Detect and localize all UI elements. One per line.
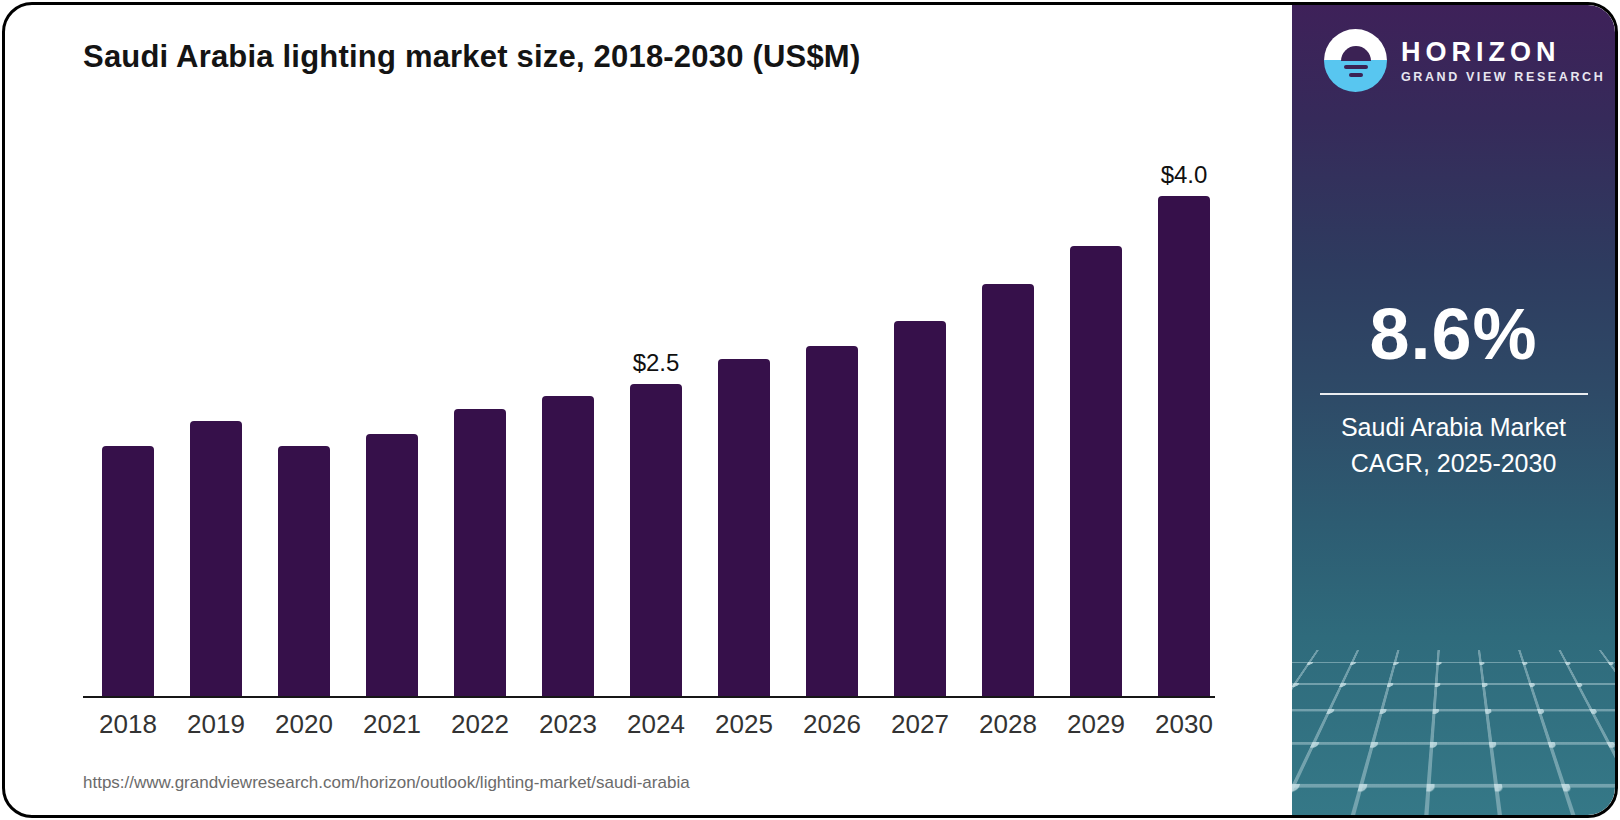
bar-2023 [542,396,594,696]
x-tick-label-2030: 2030 [1155,709,1213,740]
bar-2027 [894,321,946,696]
stat-divider [1320,393,1588,395]
bar-group-2026: 2026 [806,146,858,696]
logo-sun-dome [1341,46,1371,61]
cagr-label-line1: Saudi Arabia Market [1292,409,1615,445]
brand-name: HORIZON [1401,37,1605,67]
bar-chart-plot: 2018 2019 2020 2021 2022 2023 $2.52024 2025 2026… [102,146,1210,696]
bar-2030 [1158,196,1210,696]
x-tick-label-2024: 2024 [627,709,685,740]
bar-group-2027: 2027 [894,146,946,696]
x-tick-label-2028: 2028 [979,709,1037,740]
bar-group-2018: 2018 [102,146,154,696]
bar-group-2029: 2029 [1070,146,1122,696]
x-tick-label-2020: 2020 [275,709,333,740]
brand-text-block: HORIZON GRAND VIEW RESEARCH [1401,37,1605,84]
bar-group-2025: 2025 [718,146,770,696]
chart-title: Saudi Arabia lighting market size, 2018-… [83,39,860,75]
bar-group-2023: 2023 [542,146,594,696]
cagr-value: 8.6% [1292,293,1615,375]
bar-group-2030: $4.02030 [1158,146,1210,696]
bar-group-2021: 2021 [366,146,418,696]
cagr-label: Saudi Arabia Market CAGR, 2025-2030 [1292,409,1615,481]
brand-header: HORIZON GRAND VIEW RESEARCH [1324,29,1605,92]
x-tick-label-2022: 2022 [451,709,509,740]
x-tick-label-2027: 2027 [891,709,949,740]
bar-2025 [718,359,770,697]
x-tick-label-2021: 2021 [363,709,421,740]
x-tick-label-2025: 2025 [715,709,773,740]
horizon-sunset-logo-icon [1324,29,1387,92]
x-tick-label-2029: 2029 [1067,709,1125,740]
bar-2019 [190,421,242,696]
brand-subtitle: GRAND VIEW RESEARCH [1401,70,1605,84]
bar-2022 [454,409,506,697]
bar-group-2019: 2019 [190,146,242,696]
x-axis-line [83,696,1215,698]
bar-2021 [366,434,418,697]
bar-2029 [1070,246,1122,696]
bar-2026 [806,346,858,696]
logo-reflection-line [1344,65,1368,69]
x-tick-label-2018: 2018 [99,709,157,740]
x-tick-label-2023: 2023 [539,709,597,740]
logo-reflection-line [1349,73,1363,77]
source-url: https://www.grandviewresearch.com/horizo… [83,773,690,793]
bar-2020 [278,446,330,696]
x-tick-label-2026: 2026 [803,709,861,740]
bar-group-2022: 2022 [454,146,506,696]
bar-group-2028: 2028 [982,146,1034,696]
cagr-label-line2: CAGR, 2025-2030 [1292,445,1615,481]
x-tick-label-2019: 2019 [187,709,245,740]
bar-2018 [102,446,154,696]
infographic-card: Saudi Arabia lighting market size, 2018-… [2,2,1618,818]
bar-group-2024: $2.52024 [630,146,682,696]
cagr-stat-block: 8.6% Saudi Arabia Market CAGR, 2025-2030 [1292,293,1615,481]
brand-panel: HORIZON GRAND VIEW RESEARCH 8.6% Saudi A… [1292,5,1615,815]
bar-value-label-2024: $2.5 [633,349,680,377]
bar-value-label-2030: $4.0 [1161,161,1208,189]
bar-2024 [630,384,682,697]
bar-group-2020: 2020 [278,146,330,696]
bar-2028 [982,284,1034,697]
wireframe-mesh-decoration [1292,650,1615,815]
